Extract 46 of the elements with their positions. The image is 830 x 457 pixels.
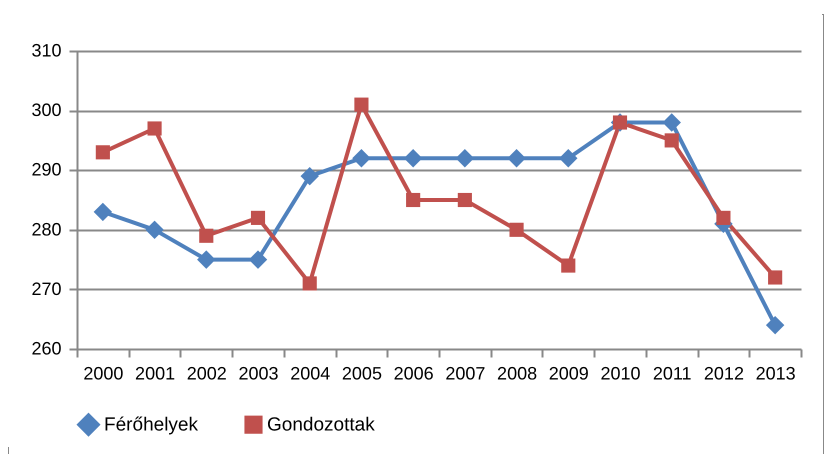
legend-label: Férőhelyek — [104, 414, 198, 436]
y-tick-label: 260 — [31, 338, 62, 358]
x-tick-label: 2008 — [497, 364, 538, 384]
point — [300, 166, 319, 186]
point — [145, 220, 164, 240]
point — [510, 222, 524, 237]
y-tick-label: 270 — [31, 278, 62, 299]
x-tick-label: 2002 — [186, 364, 227, 384]
x-tick-label: 2000 — [83, 364, 124, 384]
point — [456, 149, 474, 168]
point — [768, 270, 782, 285]
point — [559, 149, 578, 168]
x-tick-label: 2010 — [600, 364, 641, 384]
point — [302, 276, 317, 291]
point — [458, 192, 472, 208]
point — [561, 258, 576, 273]
x-tick-label: 2006 — [394, 364, 434, 384]
y-tick-label: 310 — [31, 40, 62, 60]
x-tick-label: 2005 — [342, 364, 382, 384]
point — [354, 98, 368, 112]
point — [507, 149, 526, 168]
point — [352, 149, 371, 168]
x-tick-label: 2013 — [756, 364, 796, 384]
x-tick-label: 2011 — [652, 364, 692, 384]
point — [148, 121, 162, 136]
point — [94, 202, 112, 222]
x-tick-label: 2001 — [135, 364, 176, 384]
x-tick-label: 2004 — [290, 364, 330, 384]
x-tick-label: 2003 — [238, 364, 279, 384]
point — [406, 192, 420, 208]
point — [664, 133, 679, 148]
point — [199, 228, 214, 243]
legend-label: Gondozottak — [267, 414, 376, 436]
y-tick-label: 290 — [31, 160, 62, 180]
y-tick-label: 300 — [31, 100, 62, 120]
x-tick-label: 2007 — [445, 364, 486, 384]
x-tick-label: 2009 — [548, 364, 589, 384]
point — [716, 210, 730, 225]
point — [250, 210, 266, 225]
point — [248, 250, 268, 269]
y-tick-label: 280 — [31, 219, 62, 240]
point — [96, 145, 110, 160]
x-tick-label: 2012 — [704, 364, 744, 384]
point — [766, 316, 784, 334]
point — [197, 250, 216, 269]
point — [404, 149, 422, 168]
